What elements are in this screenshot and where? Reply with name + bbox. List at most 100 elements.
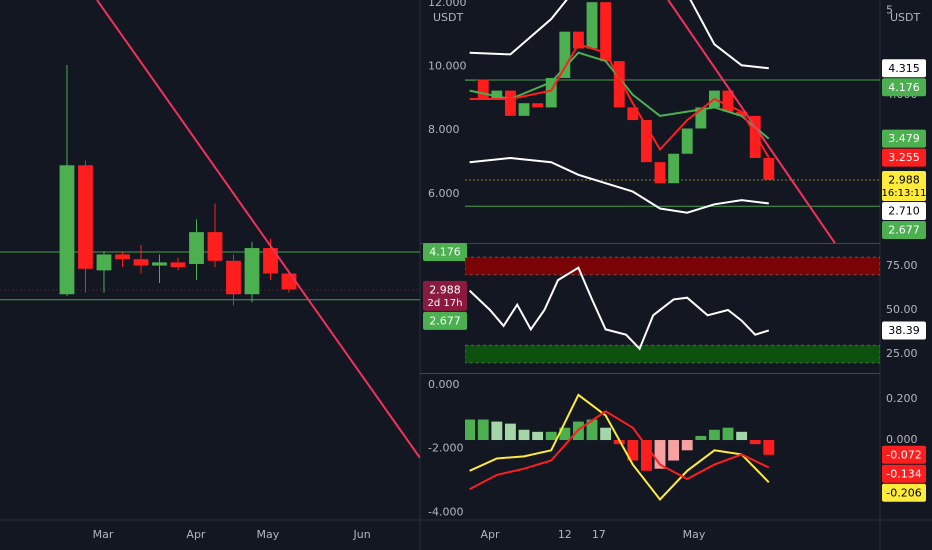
price-tag: [882, 78, 926, 97]
candle-body: [613, 61, 625, 108]
x-tick-label: Mar: [93, 528, 114, 541]
histogram-bar: [586, 419, 598, 441]
y-tick-label: 0.000: [428, 378, 460, 391]
candle-body: [207, 232, 223, 261]
candle-body: [532, 103, 544, 108]
x-tick-label: Jun: [352, 528, 370, 541]
histogram-bar: [736, 431, 748, 441]
y-tick-label: 8.000: [428, 123, 460, 136]
x-tick-label: Apr: [481, 528, 501, 541]
histogram-bar: [518, 429, 530, 441]
candle-body: [545, 77, 557, 108]
price-tag-label: 4.315: [888, 62, 920, 75]
y-tick-label: 25.00: [886, 347, 918, 360]
price-tag-label: 2.677: [888, 224, 920, 237]
y-tick-label: 0.200: [886, 392, 918, 405]
histogram-bar: [654, 440, 666, 469]
price-tag-label: 3.255: [888, 151, 920, 164]
candle-body: [586, 2, 598, 49]
price-tag-label: 2.988: [888, 174, 920, 187]
price-tag: [423, 243, 467, 262]
candle-body: [572, 31, 584, 49]
panel: [465, 393, 775, 502]
candle-body: [465, 79, 476, 81]
price-tag-label: 4.176: [888, 81, 920, 94]
histogram-bar: [465, 419, 476, 441]
indicator-line: [469, 393, 770, 502]
panel: [465, 0, 880, 243]
histogram-bar: [532, 431, 544, 441]
price-tag: [882, 483, 926, 502]
candle-body: [668, 153, 680, 184]
indicator-line: [469, 0, 769, 70]
countdown: 16:13:11: [882, 188, 927, 199]
price-tag: [423, 280, 467, 311]
histogram-bar: [559, 427, 571, 441]
candle-body: [244, 248, 260, 295]
indicator-line: [469, 156, 769, 214]
indicator-line: [469, 410, 770, 491]
histogram-bar: [504, 423, 516, 441]
candle-body: [600, 2, 612, 62]
price-tag-label: 38.39: [888, 324, 920, 337]
histogram-bar: [627, 440, 639, 461]
candle-body: [281, 273, 297, 290]
y-tick-label: -2.000: [428, 442, 463, 455]
currency-label: USDT: [890, 11, 921, 24]
histogram-bar: [695, 435, 707, 441]
candle-body: [722, 90, 734, 112]
histogram-bar: [477, 419, 489, 441]
candle-body: [78, 165, 93, 269]
countdown: 2d 17h: [428, 298, 463, 309]
histogram-bar: [668, 440, 680, 461]
y-tick-label: 0.000: [886, 433, 918, 446]
histogram-bar: [708, 429, 720, 441]
histogram-bar: [491, 421, 503, 441]
y-tick-label: 5: [886, 4, 893, 17]
histogram-bar: [681, 440, 693, 451]
price-tag: [882, 464, 926, 483]
price-tag: [882, 221, 926, 240]
candle-body: [133, 259, 149, 266]
panel: [0, 0, 420, 459]
histogram-bar: [545, 431, 557, 441]
histogram-bar: [722, 427, 734, 441]
y-tick-label: 10.000: [428, 60, 467, 73]
candle-body: [115, 254, 130, 260]
price-tag-label: -0.206: [886, 486, 921, 499]
candle-body: [695, 107, 707, 129]
x-tick-label: Apr: [186, 528, 206, 541]
candle-body: [654, 162, 666, 184]
x-tick-label: 12: [558, 528, 572, 541]
panel: [465, 256, 880, 364]
candle-body: [681, 128, 693, 154]
candle-body: [749, 115, 761, 158]
histogram-bar: [749, 440, 761, 445]
currency-label: USDT: [433, 11, 464, 24]
indicator-line: [469, 43, 770, 159]
histogram-bar: [640, 440, 652, 471]
histogram-bar: [763, 440, 775, 455]
price-tag-label: -0.134: [886, 467, 921, 480]
candle-body: [96, 254, 112, 271]
candle-body: [518, 103, 530, 116]
candle-body: [152, 262, 167, 266]
price-tag: [882, 202, 926, 221]
indicator-line: [469, 51, 770, 140]
price-tag-label: 2.988: [429, 283, 461, 296]
price-tag: [423, 311, 467, 330]
candle-body: [189, 232, 204, 264]
candle-body: [491, 90, 503, 100]
candle-body: [59, 165, 75, 295]
trend-line: [667, 0, 836, 243]
trend-line: [96, 0, 420, 459]
x-tick-label: May: [683, 528, 706, 541]
candle-body: [763, 157, 775, 180]
price-tag-label: 4.176: [429, 246, 461, 259]
zone: [465, 344, 880, 364]
y-tick-label: 6.000: [428, 187, 460, 200]
candle-body: [559, 31, 571, 78]
